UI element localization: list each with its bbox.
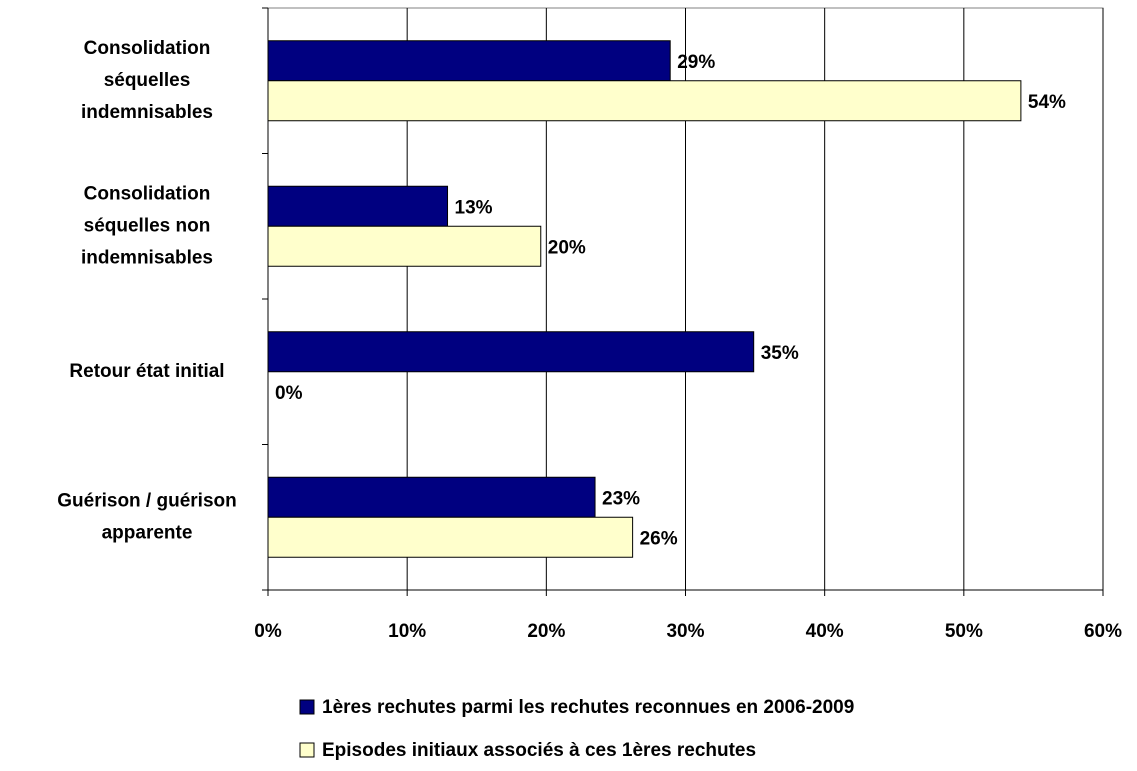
y-tick-label: indemnisables bbox=[81, 247, 213, 268]
y-tick-label: séquelles bbox=[104, 70, 191, 91]
y-tick-label: apparente bbox=[102, 522, 193, 543]
y-tick-label: séquelles non bbox=[84, 215, 211, 236]
x-tick-label: 30% bbox=[666, 621, 704, 642]
data-label: 23% bbox=[602, 488, 640, 509]
data-label: 54% bbox=[1028, 92, 1066, 113]
bar bbox=[267, 516, 634, 558]
y-tick-label: Guérison / guérison bbox=[57, 490, 236, 511]
data-label: 35% bbox=[761, 343, 799, 364]
bar bbox=[267, 40, 671, 82]
bar bbox=[267, 331, 755, 373]
data-label: 29% bbox=[677, 52, 715, 73]
y-tick-label: indemnisables bbox=[81, 102, 213, 123]
legend-swatch bbox=[299, 699, 315, 715]
bar bbox=[267, 476, 596, 518]
legend-label: Episodes initiaux associés à ces 1ères r… bbox=[322, 740, 756, 761]
x-tick-label: 20% bbox=[527, 621, 565, 642]
legend-swatch bbox=[299, 742, 315, 758]
x-tick-label: 60% bbox=[1084, 621, 1122, 642]
y-tick-label: Consolidation bbox=[84, 183, 211, 204]
data-label: 26% bbox=[640, 528, 678, 549]
y-tick-label: Retour état initial bbox=[69, 361, 224, 382]
data-label: 20% bbox=[548, 237, 586, 258]
x-tick-label: 50% bbox=[945, 621, 983, 642]
y-tick-label: Consolidation bbox=[84, 38, 211, 59]
x-tick-label: 40% bbox=[806, 621, 844, 642]
data-label: 13% bbox=[455, 197, 493, 218]
data-label: 0% bbox=[275, 383, 303, 404]
legend-label: 1ères rechutes parmi les rechutes reconn… bbox=[322, 697, 854, 718]
bar bbox=[267, 225, 542, 267]
x-tick-label: 10% bbox=[388, 621, 426, 642]
bar bbox=[267, 80, 1022, 122]
x-tick-label: 0% bbox=[254, 621, 282, 642]
bar bbox=[267, 185, 449, 227]
